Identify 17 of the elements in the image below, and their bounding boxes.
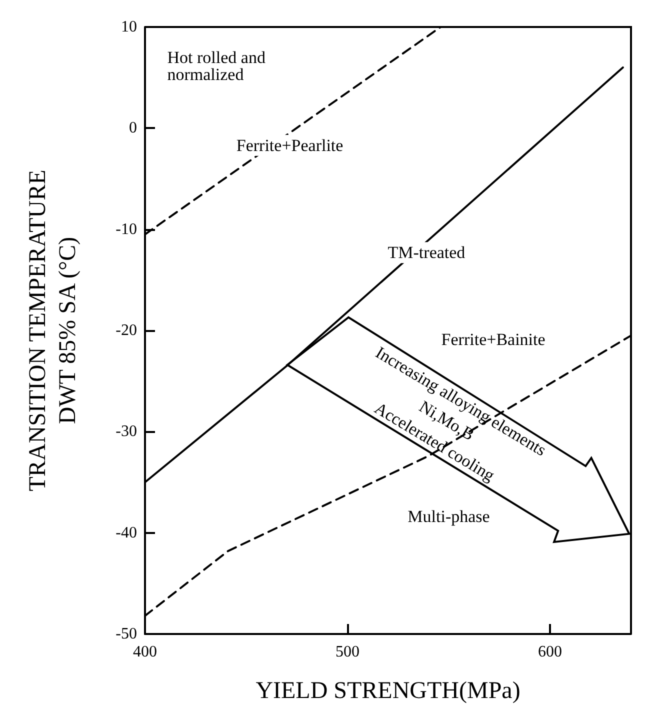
annotation: Ferrite+Bainite <box>441 330 546 350</box>
y-tick-label: -50 <box>116 626 137 642</box>
y-tick-label: 10 <box>121 18 137 36</box>
x-tick-label: 500 <box>336 644 360 660</box>
y-tick-label: -40 <box>116 524 137 542</box>
y-tick-label: -10 <box>116 220 137 238</box>
y-tick-label: -20 <box>116 322 137 339</box>
annotation: Multi-phase <box>408 507 490 526</box>
y-tick-label: -30 <box>116 423 137 440</box>
y-axis-title: TRANSITION TEMPERATURE DWT 85% SA (°C) <box>25 170 81 492</box>
annotation: Hot rolled and normalized <box>167 48 270 84</box>
x-tick-label: 400 <box>133 644 157 660</box>
annotation: TM-treated <box>388 243 466 262</box>
y-tick-label: 0 <box>129 120 137 137</box>
x-tick-label: 600 <box>538 644 562 660</box>
x-axis-title: YIELD STRENGTH(MPa) <box>256 678 520 704</box>
annotation: Ferrite+Pearlite <box>236 136 344 155</box>
